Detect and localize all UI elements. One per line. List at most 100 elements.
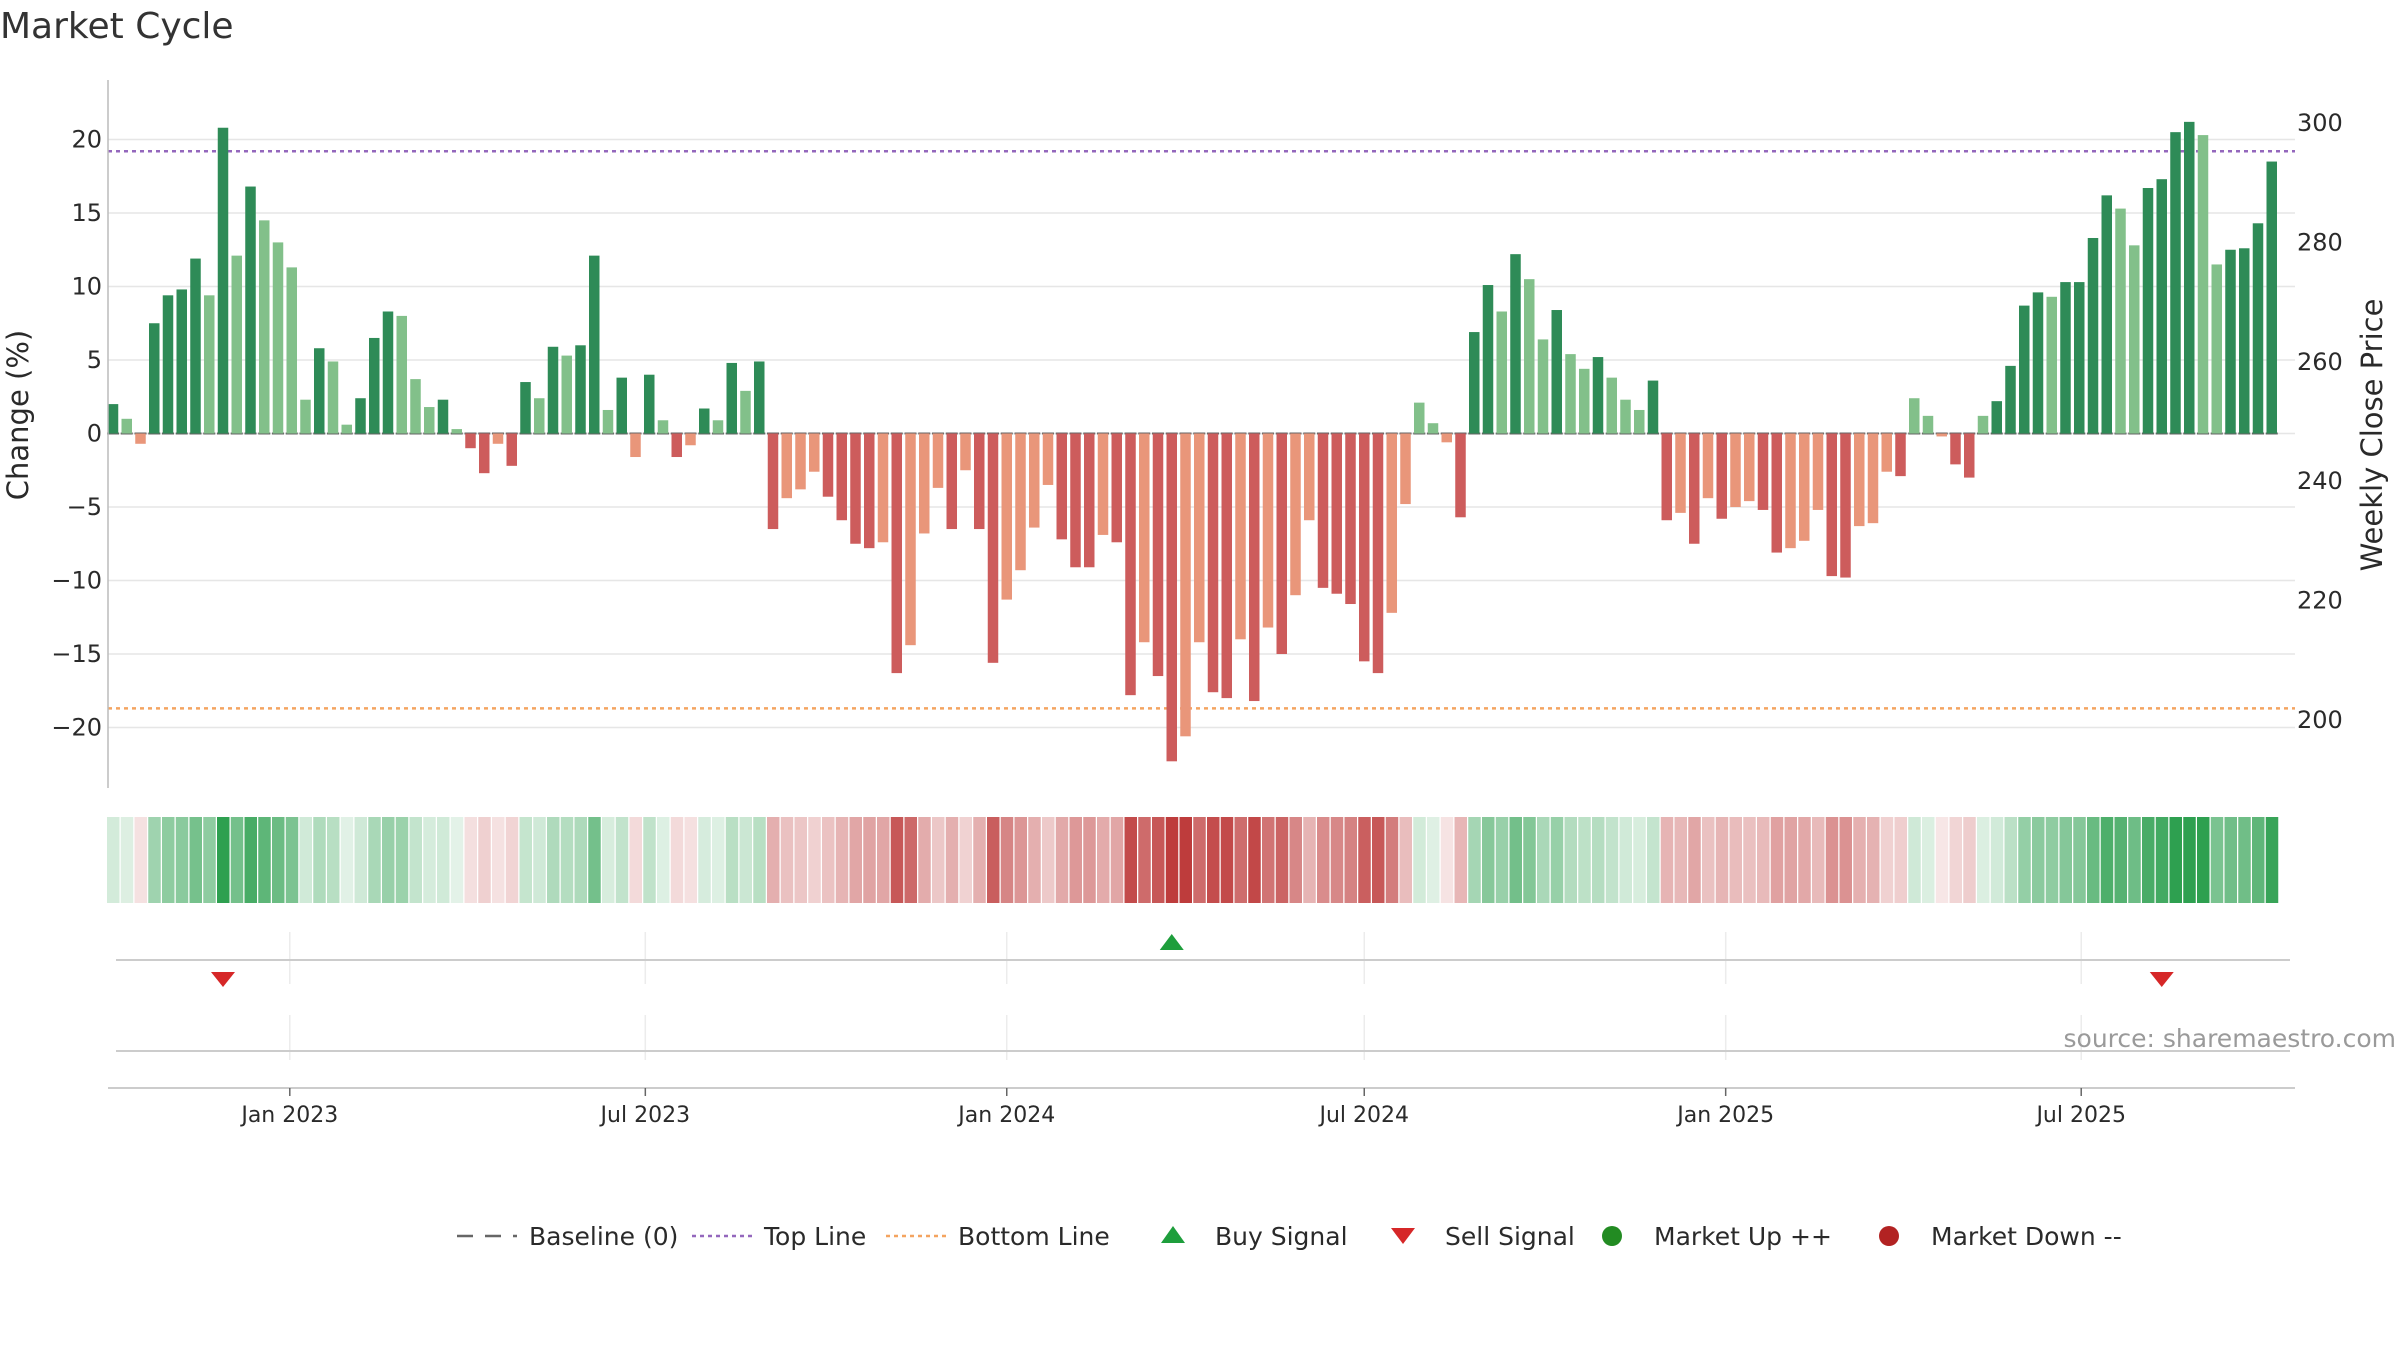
y-axis-label: Change (%)	[1, 330, 35, 500]
heat-cell	[1097, 817, 1110, 903]
heat-cell	[1055, 817, 1069, 903]
heat-cell	[217, 817, 230, 903]
x-tick-label: Jan 2024	[956, 1103, 1055, 1128]
heat-cell	[1413, 817, 1426, 903]
heat-cell	[1083, 817, 1096, 903]
y2-tick-label: 260	[2297, 348, 2343, 376]
change-bar	[1909, 398, 1920, 434]
heat-cell	[1853, 817, 1866, 903]
heat-cell	[1110, 817, 1124, 903]
heat-cell	[574, 817, 587, 903]
heat-cell	[340, 817, 354, 903]
heat-cell	[2210, 817, 2224, 903]
change-bar	[465, 433, 476, 449]
heat-cell	[684, 817, 697, 903]
change-bar	[1675, 433, 1686, 513]
heat-cell	[1757, 817, 1770, 903]
change-bar	[231, 255, 242, 434]
heat-cell	[1234, 817, 1247, 903]
change-bar	[1647, 380, 1659, 434]
y-tick-label: −5	[67, 493, 102, 521]
heat-cell	[794, 817, 807, 903]
change-bar	[1991, 401, 2002, 434]
change-bar	[1166, 433, 1177, 762]
heat-cell	[808, 817, 821, 903]
change-bar	[1001, 433, 1012, 600]
heat-cell	[327, 817, 340, 903]
legend-buy-icon	[1161, 1226, 1185, 1243]
change-bar	[1785, 433, 1796, 549]
heat-cell	[2073, 817, 2086, 903]
legend-label: Market Up ++	[1654, 1222, 1832, 1251]
heat-cell	[1399, 817, 1412, 903]
change-bar	[314, 348, 325, 434]
change-bar	[1510, 254, 1521, 434]
change-bar	[437, 399, 449, 434]
y-tick-label: 5	[87, 346, 102, 374]
change-bar	[2046, 296, 2057, 434]
heat-cell	[1715, 817, 1729, 903]
heat-cell	[272, 817, 285, 903]
heat-cell	[1317, 817, 1330, 903]
change-bar	[1881, 433, 1892, 472]
heat-cell	[780, 817, 794, 903]
change-bar	[740, 390, 751, 434]
change-bar	[1757, 433, 1769, 510]
x-tick-label: Jul 2025	[2034, 1103, 2126, 1128]
change-bar	[204, 295, 215, 434]
change-bar	[809, 433, 820, 472]
change-bar	[1056, 433, 1067, 540]
heat-cell	[1069, 817, 1082, 903]
heat-cell	[1729, 817, 1742, 903]
heat-cell	[1537, 817, 1550, 903]
heat-cell	[2197, 817, 2210, 903]
heat-cell	[1550, 817, 1564, 903]
heat-cell	[258, 817, 271, 903]
source-credit: source: sharemaestro.com	[2064, 1024, 2397, 1053]
heat-cell	[1207, 817, 1220, 903]
legend: Baseline (0) Top Line Bottom Line Buy Signa…	[457, 1222, 2122, 1251]
change-bar	[561, 355, 572, 434]
legend-label: Baseline (0)	[529, 1222, 678, 1251]
change-bar	[1826, 433, 1837, 577]
heat-cell	[1303, 817, 1316, 903]
y-tick-label: −20	[51, 714, 102, 742]
heat-cell	[2128, 817, 2141, 903]
change-bar	[1317, 433, 1329, 588]
change-bar	[850, 433, 861, 544]
change-bar	[836, 433, 847, 521]
heat-cell	[299, 817, 312, 903]
change-bar	[1345, 433, 1356, 605]
heat-cell	[560, 817, 574, 903]
heat-cell	[1138, 817, 1151, 903]
change-bars	[107, 121, 2277, 762]
change-bar	[1152, 433, 1164, 677]
heat-cell	[382, 817, 395, 903]
change-bar	[2197, 135, 2209, 434]
y2-tick-label: 280	[2297, 228, 2343, 256]
heat-cell	[1220, 817, 1234, 903]
change-bar	[1221, 433, 1232, 699]
heat-cell	[1605, 817, 1619, 903]
heat-cell	[1509, 817, 1522, 903]
heat-cell	[1660, 817, 1674, 903]
y2-tick-label: 200	[2297, 706, 2343, 734]
heat-cell	[615, 817, 629, 903]
change-bar	[1634, 409, 1645, 434]
change-bar	[1496, 311, 1507, 434]
heat-cell	[1825, 817, 1839, 903]
x-tick-label: Jan 2025	[1675, 1103, 1774, 1128]
change-bar	[974, 433, 985, 530]
change-bar	[1895, 433, 1906, 477]
heat-cell	[437, 817, 450, 903]
heat-cell	[657, 817, 670, 903]
change-bar	[2225, 249, 2236, 434]
change-bar	[1015, 433, 1026, 571]
change-bar	[1139, 433, 1150, 643]
heat-cell	[588, 817, 601, 903]
change-bar	[1716, 433, 1727, 519]
change-bar	[1799, 433, 1810, 541]
heat-cell	[629, 817, 642, 903]
change-bar	[1469, 332, 1480, 434]
heat-cell	[313, 817, 326, 903]
